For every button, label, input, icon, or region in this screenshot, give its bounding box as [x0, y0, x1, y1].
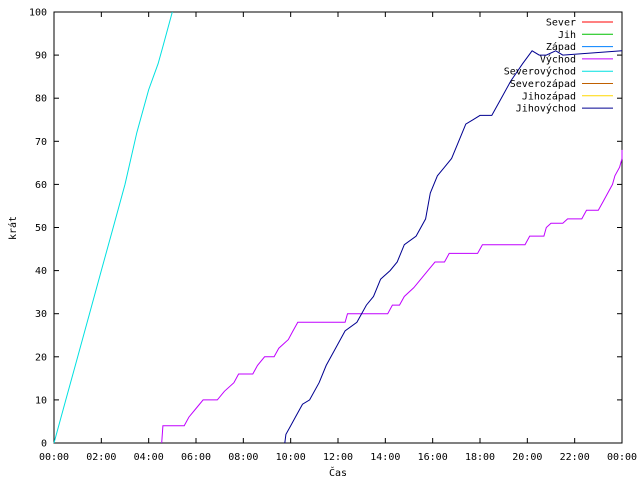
x-tick-label: 10:00	[276, 452, 306, 463]
x-tick-label: 04:00	[134, 452, 164, 463]
x-axis-label: Čas	[329, 466, 347, 479]
legend-label: Jih	[558, 30, 576, 41]
y-tick-label: 70	[35, 137, 47, 148]
legend-label: Sever	[546, 18, 576, 29]
y-tick-label: 10	[35, 395, 47, 406]
y-tick-label: 80	[35, 94, 47, 105]
x-tick-label: 14:00	[370, 452, 400, 463]
x-tick-label: 00:00	[39, 452, 69, 463]
legend: SeverJihZápadVýchodSeverovýchodSeverozáp…	[504, 18, 613, 115]
y-tick-label: 90	[35, 51, 47, 62]
x-tick-label: 16:00	[418, 452, 448, 463]
y-tick-label: 60	[35, 180, 47, 191]
legend-label: Severovýchod	[504, 66, 576, 78]
y-tick-label: 20	[35, 352, 47, 363]
x-tick-label: 00:00	[607, 452, 637, 463]
y-tick-label: 30	[35, 309, 47, 320]
legend-label: Severozápad	[510, 78, 576, 90]
x-tick-label: 08:00	[228, 452, 258, 463]
y-tick-label: 100	[29, 8, 47, 19]
series-layer	[53, 11, 623, 444]
legend-label: Východ	[540, 53, 576, 65]
y-tick-label: 0	[41, 439, 47, 450]
series-line	[161, 149, 623, 444]
series-line	[284, 50, 623, 444]
x-tick-label: 20:00	[512, 452, 542, 463]
legend-label: Jihozápad	[522, 90, 576, 102]
x-tick-label: 18:00	[465, 452, 495, 463]
y-tick-label: 40	[35, 266, 47, 277]
x-tick-label: 22:00	[560, 452, 590, 463]
y-axis-label: krát	[7, 216, 19, 240]
y-tick-label: 50	[35, 223, 47, 234]
legend-label: Jihovýchod	[516, 103, 576, 115]
x-tick-label: 06:00	[181, 452, 211, 463]
series-line	[53, 11, 173, 444]
x-tick-label: 02:00	[86, 452, 116, 463]
axis-ticks: 00:00 02:00 04:00 06:00 08:00 10:00 12:00 14:00…	[29, 8, 637, 464]
x-tick-label: 12:00	[323, 452, 353, 463]
legend-label: Západ	[546, 41, 576, 53]
